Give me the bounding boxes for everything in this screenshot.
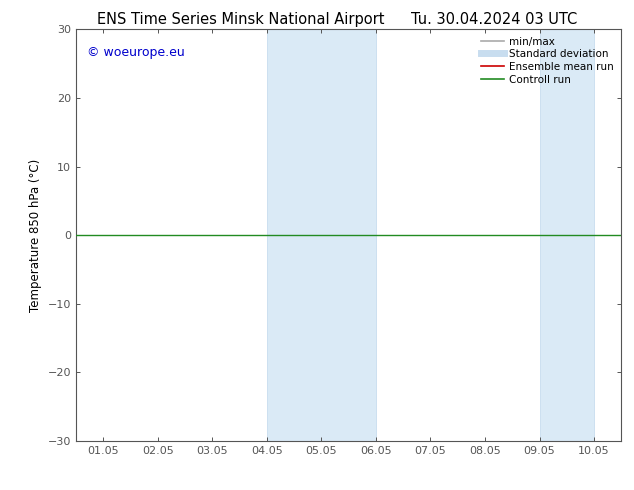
Y-axis label: Temperature 850 hPa (°C): Temperature 850 hPa (°C) [29,159,42,312]
Bar [540,29,594,441]
Legend: min/max, Standard deviation, Ensemble mean run, Controll run: min/max, Standard deviation, Ensemble me… [479,35,616,87]
Text: ENS Time Series Minsk National Airport: ENS Time Series Minsk National Airport [97,12,385,27]
Text: Tu. 30.04.2024 03 UTC: Tu. 30.04.2024 03 UTC [411,12,578,27]
Text: © woeurope.eu: © woeurope.eu [87,46,184,59]
Bar [267,29,376,441]
